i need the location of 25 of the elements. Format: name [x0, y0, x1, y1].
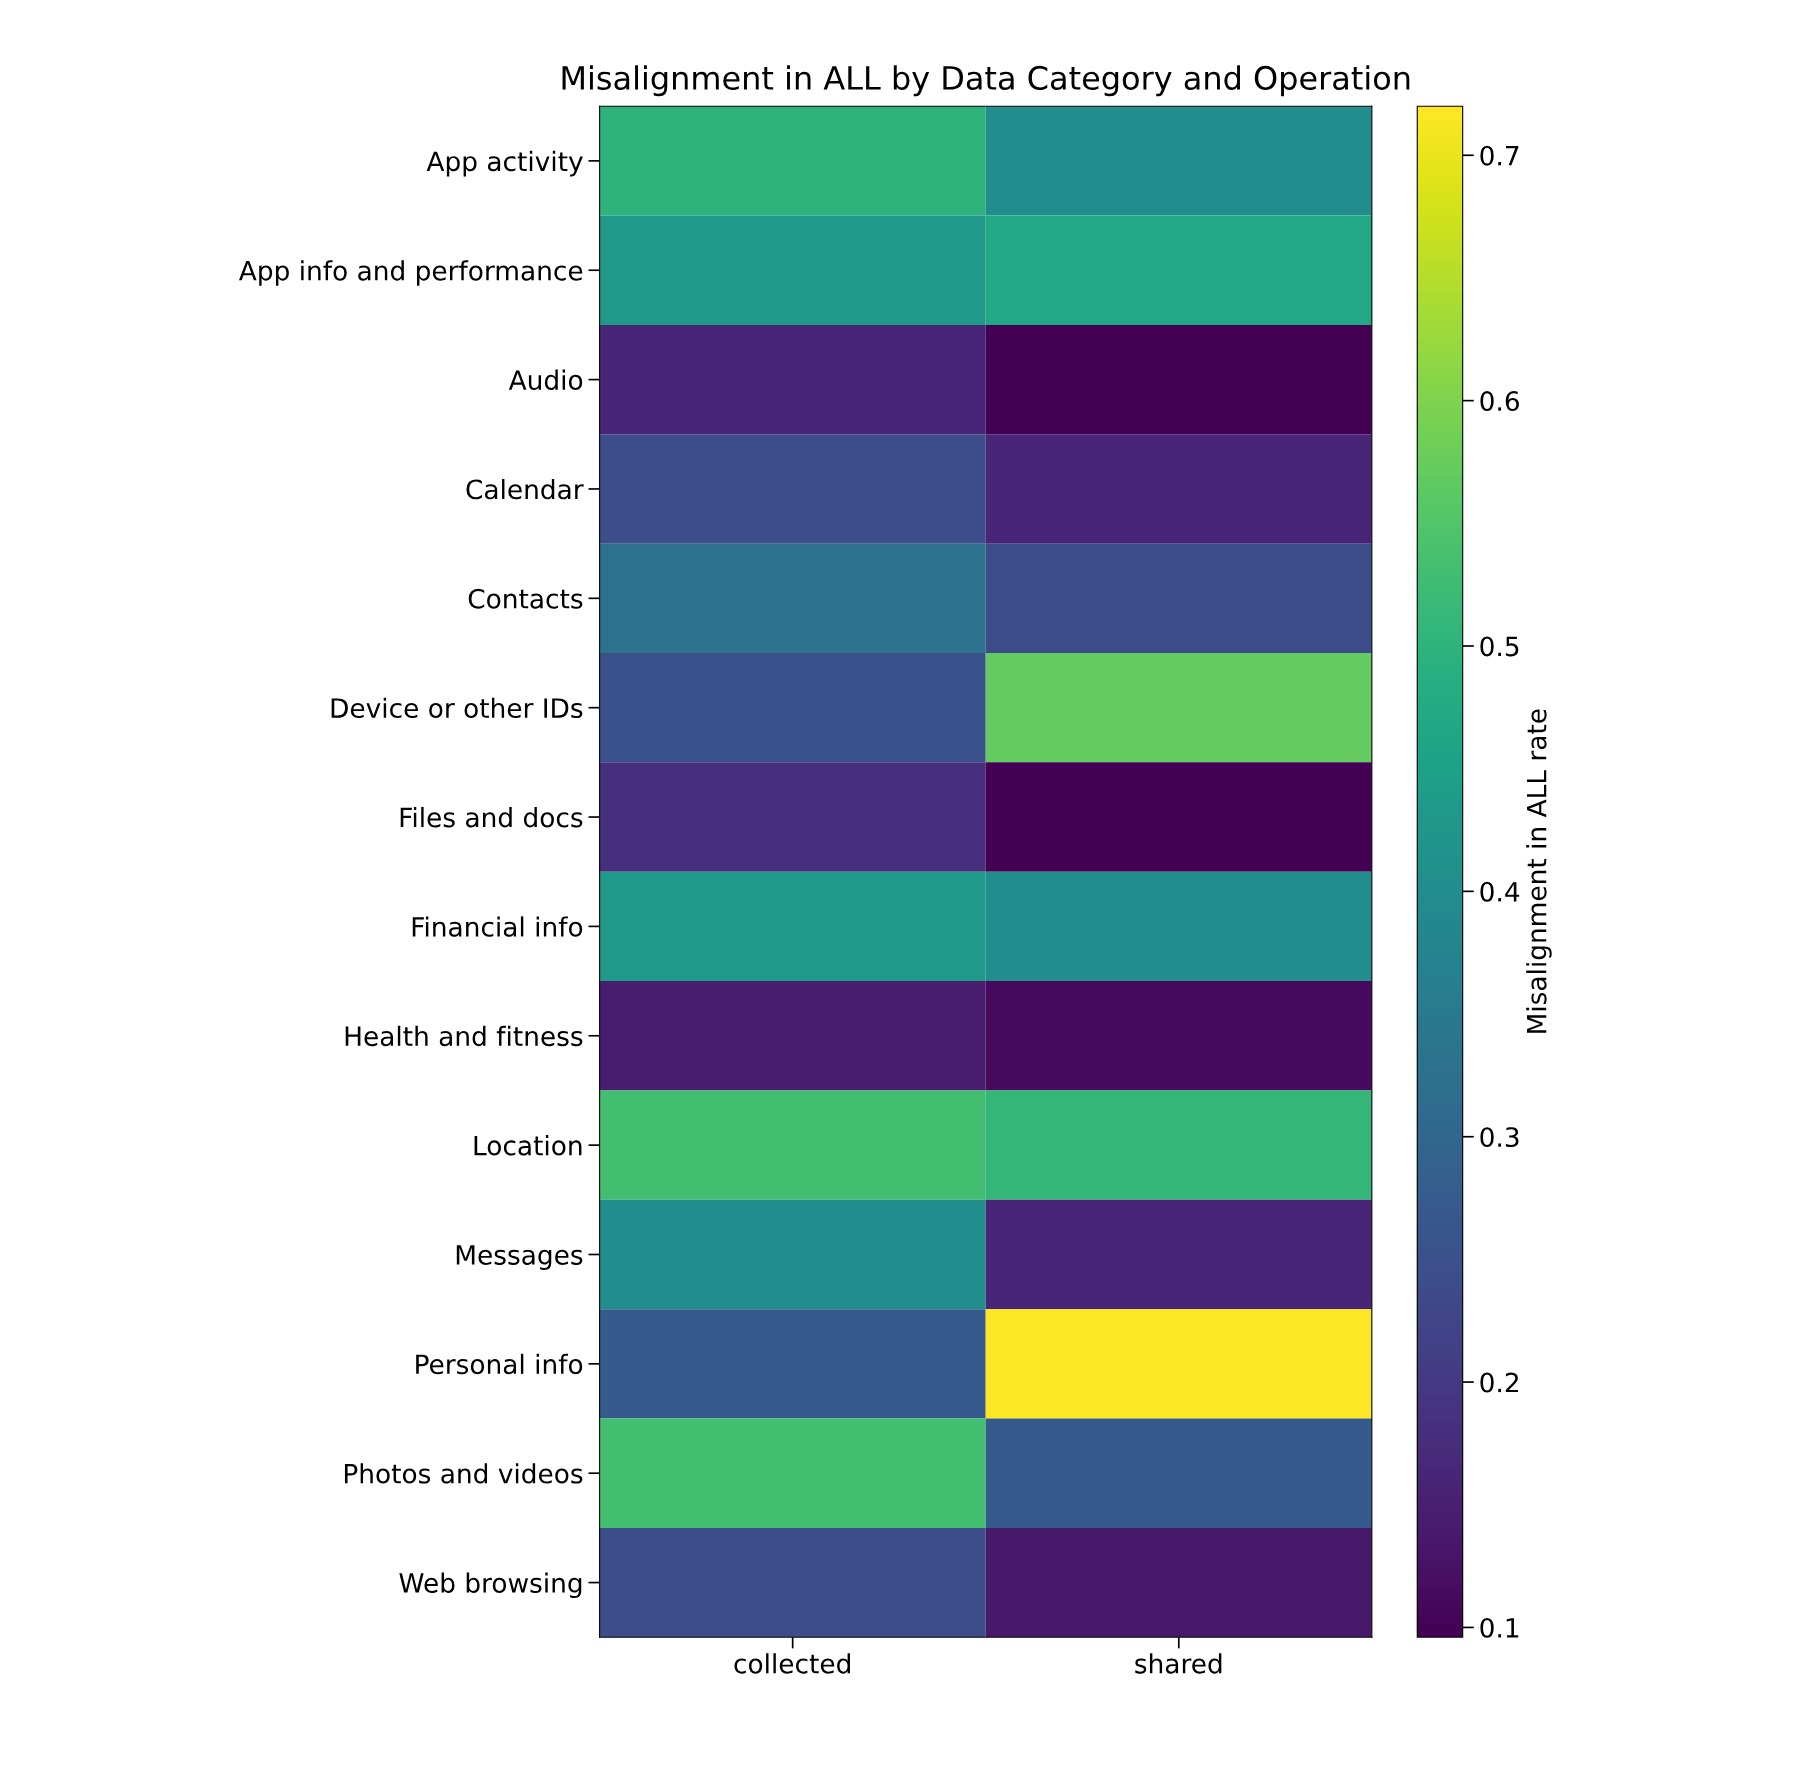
- y-tick-label: Files and docs: [400, 807, 583, 828]
- color-bar-label: 0.2: [1480, 1372, 1518, 1393]
- y-tick-label: Location: [474, 1135, 582, 1156]
- y-tick-label: Device or other IDs: [331, 697, 583, 719]
- y-tick-label: Contacts: [468, 588, 583, 609]
- y-tick-label: App activity: [426, 150, 583, 177]
- y-tick-label: Audio: [508, 369, 583, 390]
- y-tick-label: App info and performance: [238, 260, 583, 286]
- x-tick-label: collected: [734, 1653, 850, 1674]
- color-bar-label: 0.3: [1480, 1127, 1519, 1148]
- y-tick-label: Photos and videos: [344, 1463, 583, 1484]
- color-bar-label: 0.7: [1480, 145, 1519, 166]
- color-bar-title: Misalignment in ALL rate: [1526, 709, 1552, 1033]
- y-tick-label: Personal info: [416, 1353, 583, 1375]
- color-bar-label: 0.4: [1480, 881, 1520, 902]
- color-bar-label: 0.5: [1480, 636, 1519, 657]
- y-tick-label: Calendar: [466, 478, 584, 500]
- y-tick-label: Health and fitness: [345, 1025, 583, 1047]
- x-tick-label: shared: [1135, 1653, 1222, 1674]
- y-tick-label: Financial info: [412, 916, 583, 937]
- y-tick-label: Messages: [456, 1245, 583, 1270]
- chart-title: Misalignment in ALL by Data Category and Operation: [562, 65, 1410, 97]
- color-bar-label: 0.1: [1480, 1617, 1519, 1638]
- y-tick-label: Web browsing: [399, 1572, 582, 1599]
- color-bar-label: 0.6: [1480, 391, 1519, 412]
